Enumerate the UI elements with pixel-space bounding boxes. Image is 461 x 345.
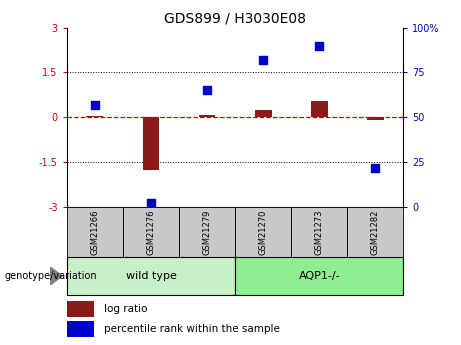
Text: GSM21266: GSM21266 (90, 209, 100, 255)
Point (315, 43, 323, 48)
Text: GSM21273: GSM21273 (315, 209, 324, 255)
Text: AQP1-/-: AQP1-/- (298, 271, 340, 281)
Bar (67, 322, 94, 337)
Bar (67, 207, 123, 257)
Bar (235, 207, 291, 257)
Text: GSM21270: GSM21270 (259, 209, 268, 255)
Bar (199, 115, 215, 117)
Bar (255, 110, 272, 117)
Text: genotype/variation: genotype/variation (5, 271, 97, 281)
Bar (179, 207, 235, 257)
Point (91, 102, 99, 108)
Point (203, 88, 211, 93)
Bar (311, 101, 328, 117)
Point (372, 165, 379, 170)
Text: percentile rank within the sample: percentile rank within the sample (104, 324, 280, 334)
Bar (347, 207, 403, 257)
Text: GSM21279: GSM21279 (202, 209, 212, 255)
Text: GSM21276: GSM21276 (147, 209, 155, 255)
Point (147, 201, 154, 206)
Bar (87, 116, 103, 117)
Text: GSM21282: GSM21282 (371, 209, 380, 255)
Text: log ratio: log ratio (104, 304, 148, 314)
Point (260, 57, 267, 63)
Bar (367, 117, 384, 120)
Bar (291, 207, 347, 257)
Text: wild type: wild type (125, 271, 177, 281)
Bar (67, 257, 235, 295)
Bar (67, 301, 94, 317)
Bar (142, 117, 160, 170)
Bar (123, 207, 179, 257)
Bar (235, 257, 403, 295)
Title: GDS899 / H3030E08: GDS899 / H3030E08 (164, 11, 306, 25)
